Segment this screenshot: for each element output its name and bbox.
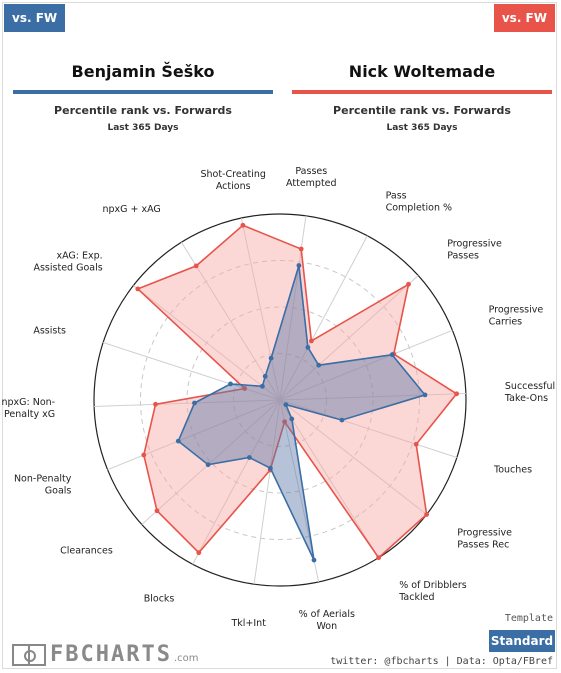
radar-spoke — [181, 241, 281, 401]
data-point-right-0[interactable] — [298, 246, 304, 252]
data-point-left-0[interactable] — [296, 263, 302, 268]
axis-label: Assists — [33, 326, 66, 337]
data-point-left-15[interactable] — [260, 383, 265, 389]
radar-spoke — [102, 342, 281, 401]
radar-spoke — [279, 235, 368, 401]
axis-label: Successful Take-Ons — [504, 381, 555, 404]
fbcharts-logo: FBCHARTS .com — [12, 640, 199, 666]
pitch-icon — [12, 644, 46, 666]
left-comparison-badge[interactable]: vs. FW — [4, 4, 66, 32]
axis-label: Progressive Passes Rec — [457, 528, 512, 551]
data-point-right-11[interactable] — [154, 508, 160, 514]
data-point-right-4[interactable] — [454, 391, 459, 397]
radar-spoke — [240, 217, 281, 401]
subtitle-left: Percentile rank vs. Forwards — [54, 104, 232, 117]
data-point-right-5[interactable] — [413, 441, 419, 447]
player-right-underline — [292, 90, 552, 94]
grid-ring-2 — [186, 306, 374, 494]
logo-text: FBCHARTS — [50, 642, 172, 667]
axis-label: % of Dribblers Tackled — [398, 580, 467, 603]
data-point-right-2[interactable] — [406, 281, 411, 287]
data-point-left-2[interactable] — [316, 362, 322, 368]
standard-template-button[interactable]: Standard — [489, 630, 555, 652]
data-point-right-8[interactable] — [282, 419, 287, 425]
radar-series — [135, 222, 459, 563]
data-point-right-13[interactable] — [153, 401, 158, 407]
axis-label: Progressive Carries — [489, 305, 544, 328]
data-point-left-1[interactable] — [305, 345, 311, 350]
radar-spoke — [279, 393, 466, 401]
data-point-left-14[interactable] — [228, 381, 233, 387]
player-left-name: Benjamin Šeško — [71, 62, 215, 81]
data-point-left-8[interactable] — [311, 557, 317, 563]
radar-spoke — [279, 275, 419, 401]
radar-grid — [93, 213, 467, 587]
grid-ring-outer — [93, 213, 467, 587]
axis-label: Blocks — [144, 594, 175, 605]
data-point-right-15[interactable] — [135, 286, 141, 292]
right-comparison-badge[interactable]: vs. FW — [493, 4, 555, 32]
data-point-right-12[interactable] — [141, 452, 147, 458]
radar-spoke — [279, 329, 453, 401]
radar-spoke — [253, 399, 281, 585]
template-label: Template — [504, 613, 553, 624]
data-point-left-6[interactable] — [283, 402, 289, 407]
data-point-right-14[interactable] — [242, 386, 248, 391]
radar-axis-labels: Passes Attempted Pass Completion % Progressi… — [1, 166, 555, 632]
data-point-left-9[interactable] — [268, 465, 273, 471]
data-point-left-3[interactable] — [389, 352, 395, 358]
data-point-right-6[interactable] — [424, 512, 429, 517]
axis-label: % of Aerials Won — [299, 609, 355, 632]
radar-spoke — [279, 399, 379, 559]
axis-label: Progressive Passes — [447, 238, 502, 261]
axis-label: Touches — [493, 465, 532, 476]
data-point-right-10[interactable] — [196, 550, 202, 556]
radar-spoke — [94, 399, 281, 407]
data-point-left-4[interactable] — [422, 392, 428, 398]
logo-suffix: .com — [173, 653, 199, 664]
data-point-left-7[interactable] — [289, 416, 295, 422]
axis-label: Shot-Creating Actions — [200, 169, 265, 192]
axis-label: Non-Penalty Goals — [14, 473, 72, 496]
axis-label: Pass Completion % — [386, 190, 452, 213]
axis-label: npxG: Non-Penalty xG — [1, 397, 55, 420]
player-left-underline — [13, 90, 273, 94]
radar-spoke — [133, 285, 281, 401]
axis-label: Clearances — [60, 546, 113, 557]
grid-ring-3 — [140, 260, 420, 540]
data-point-right-7[interactable] — [376, 555, 381, 561]
axis-label: npxG + xAG — [102, 204, 160, 215]
axis-label: Passes Attempted — [286, 166, 337, 189]
credits-text: twitter: @fbcharts | Data: Opta/FBref — [330, 656, 553, 667]
radar-spoke — [279, 399, 458, 458]
axis-label: Tkl+Int — [230, 618, 266, 629]
player-right-name: Nick Woltemade — [348, 62, 496, 81]
data-point-left-10[interactable] — [247, 455, 252, 460]
radar-spoke — [279, 399, 427, 515]
data-point-right-16[interactable] — [193, 263, 199, 269]
data-point-left-13[interactable] — [192, 400, 197, 406]
data-point-right-1[interactable] — [309, 338, 314, 344]
data-point-left-11[interactable] — [205, 462, 211, 468]
grid-ring-1 — [233, 353, 327, 447]
data-point-left-12[interactable] — [175, 438, 181, 444]
radar-spoke — [279, 215, 307, 401]
radar-spoke — [141, 399, 281, 525]
radar-spoke — [192, 399, 281, 565]
data-point-left-16[interactable] — [262, 373, 268, 379]
data-point-right-17[interactable] — [240, 222, 246, 228]
period-right: Last 365 Days — [386, 123, 458, 133]
period-left: Last 365 Days — [107, 123, 179, 133]
data-point-left-5[interactable] — [339, 417, 345, 423]
subtitle-right: Percentile rank vs. Forwards — [333, 104, 511, 117]
data-point-left-17[interactable] — [268, 355, 274, 361]
radar-spoke — [107, 399, 281, 471]
axis-label: xAG: Exp. Assisted Goals — [33, 251, 102, 274]
